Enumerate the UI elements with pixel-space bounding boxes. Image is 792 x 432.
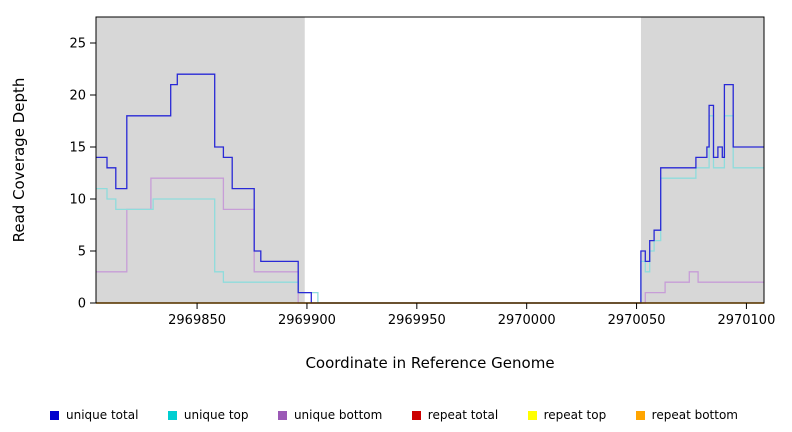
y-tick-label: 15 xyxy=(69,141,86,156)
legend-label-repeat-top: repeat top xyxy=(543,408,607,422)
plot-border xyxy=(95,16,765,304)
legend-item-repeat-top: repeat top xyxy=(527,408,607,422)
legend-item-unique-total: unique total xyxy=(50,408,138,422)
legend-swatch-repeat-top xyxy=(527,410,537,420)
legend-label-unique-top: unique top xyxy=(183,408,249,422)
x-tick-label: 2969850 xyxy=(168,313,226,328)
legend-swatch-repeat-bottom xyxy=(635,410,645,420)
legend-label-repeat-total: repeat total xyxy=(427,408,499,422)
shaded-repeat-region xyxy=(640,17,764,303)
coverage-chart: Coordinate in Reference Genome Read Cove… xyxy=(10,16,775,372)
y-tick-label: 5 xyxy=(78,245,86,260)
series-unique-total xyxy=(96,73,764,304)
x-tick-label: 2970100 xyxy=(717,313,775,328)
y-tick-label: 0 xyxy=(78,297,86,312)
y-tick-label: 20 xyxy=(69,89,86,104)
x-axis-title: Coordinate in Reference Genome xyxy=(305,354,554,372)
shaded-repeat-region xyxy=(96,17,305,303)
x-tick-label: 2969950 xyxy=(388,313,446,328)
legend-item-unique-top: unique top xyxy=(167,408,249,422)
legend-swatch-unique-total xyxy=(50,410,59,420)
x-tick-label: 2970050 xyxy=(608,313,666,328)
legend-label-unique-bottom: unique bottom xyxy=(293,408,383,422)
legend-swatch-unique-bottom xyxy=(277,410,287,420)
chart-legend: unique total unique top unique bottom re… xyxy=(0,408,792,422)
legend-label-repeat-bottom: repeat bottom xyxy=(651,408,738,422)
y-tick-label: 25 xyxy=(69,37,86,52)
legend-swatch-unique-top xyxy=(167,410,177,420)
legend-swatch-repeat-total xyxy=(411,410,421,420)
y-axis-title: Read Coverage Depth xyxy=(10,78,28,243)
x-tick-label: 2970000 xyxy=(498,313,556,328)
legend-item-unique-bottom: unique bottom xyxy=(277,408,383,422)
x-tick-label: 2969900 xyxy=(278,313,336,328)
legend-item-repeat-bottom: repeat bottom xyxy=(635,408,738,422)
y-tick-label: 10 xyxy=(69,193,86,208)
legend-item-repeat-total: repeat total xyxy=(411,408,499,422)
legend-label-unique-total: unique total xyxy=(66,408,139,422)
